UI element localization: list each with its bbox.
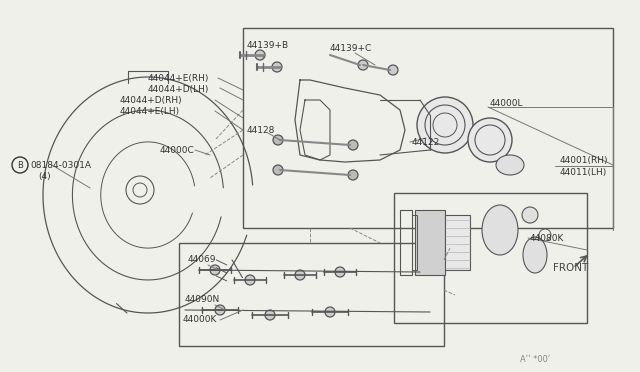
Text: 44090N: 44090N (185, 295, 220, 305)
Polygon shape (415, 210, 445, 275)
Text: 44128: 44128 (247, 125, 275, 135)
Circle shape (522, 207, 538, 223)
Text: (4): (4) (38, 171, 51, 180)
Text: 44044+E(LH): 44044+E(LH) (120, 106, 180, 115)
Text: 44122: 44122 (412, 138, 440, 147)
Circle shape (273, 135, 283, 145)
Circle shape (245, 275, 255, 285)
Text: 44044+D(LH): 44044+D(LH) (148, 84, 209, 93)
Ellipse shape (496, 155, 524, 175)
Ellipse shape (523, 237, 547, 273)
Text: 44000L: 44000L (490, 99, 524, 108)
Circle shape (295, 270, 305, 280)
Circle shape (348, 170, 358, 180)
Text: 44139+C: 44139+C (330, 44, 372, 52)
Text: 08184-0301A: 08184-0301A (30, 160, 91, 170)
Bar (243, 28, 613, 228)
Bar (179, 243, 444, 346)
Circle shape (358, 60, 368, 70)
Text: 44044+D(RH): 44044+D(RH) (120, 96, 182, 105)
Text: B: B (17, 160, 23, 170)
Text: 44000C: 44000C (160, 145, 195, 154)
Text: 44080K: 44080K (530, 234, 564, 243)
Circle shape (255, 50, 265, 60)
Circle shape (348, 140, 358, 150)
Circle shape (272, 62, 282, 72)
Polygon shape (445, 215, 470, 270)
Ellipse shape (468, 118, 512, 162)
Circle shape (388, 65, 398, 75)
Circle shape (265, 310, 275, 320)
Text: Aʹʹ *00ʹ: Aʹʹ *00ʹ (520, 356, 550, 365)
Text: 44001(RH): 44001(RH) (560, 155, 609, 164)
Circle shape (325, 307, 335, 317)
Text: 44139+B: 44139+B (247, 41, 289, 49)
Text: 44011(LH): 44011(LH) (560, 167, 607, 176)
Bar (394, 193, 587, 323)
Text: 44044+E(RH): 44044+E(RH) (148, 74, 209, 83)
Circle shape (273, 165, 283, 175)
Bar (412, 215, 417, 270)
Circle shape (215, 305, 225, 315)
Bar (400, 210, 412, 275)
Text: FRONT: FRONT (553, 263, 588, 273)
Circle shape (335, 267, 345, 277)
Text: 44069: 44069 (188, 256, 216, 264)
Circle shape (210, 265, 220, 275)
Ellipse shape (482, 205, 518, 255)
Text: 44000K: 44000K (183, 315, 218, 324)
Ellipse shape (417, 97, 473, 153)
